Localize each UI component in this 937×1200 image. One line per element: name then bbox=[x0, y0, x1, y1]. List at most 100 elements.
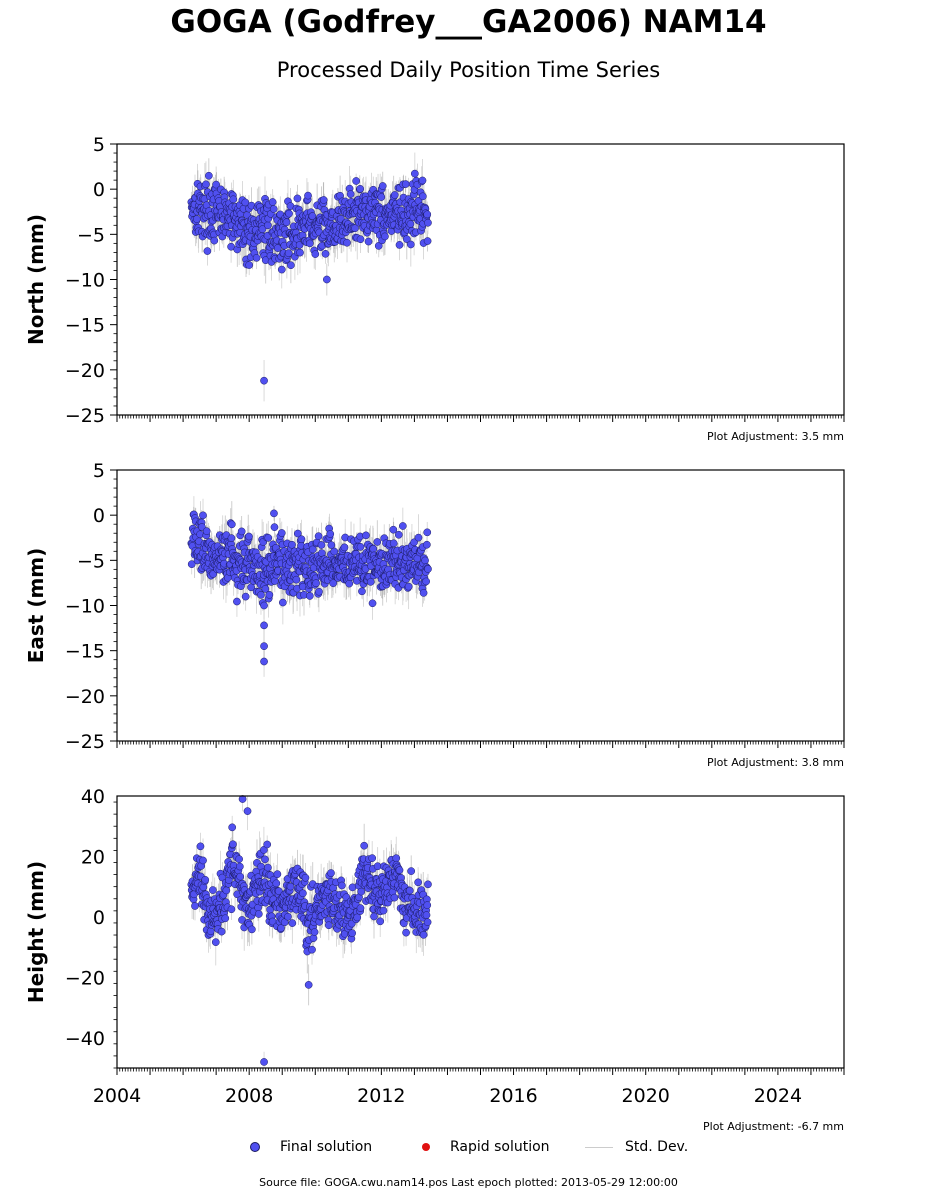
final-solution-point bbox=[261, 855, 269, 864]
final-solution-point bbox=[260, 621, 268, 630]
final-solution-point bbox=[353, 913, 362, 922]
final-solution-point bbox=[211, 938, 220, 947]
y-axis-label: North (mm) bbox=[24, 214, 48, 345]
final-solution-point bbox=[377, 193, 386, 201]
final-solution-point bbox=[381, 232, 389, 241]
final-solution-point bbox=[423, 918, 432, 927]
final-solution-point bbox=[369, 545, 378, 553]
final-solution-point bbox=[343, 238, 351, 247]
final-solution-point bbox=[366, 578, 375, 586]
final-solution-point bbox=[324, 921, 333, 930]
final-solution-point bbox=[406, 240, 415, 249]
final-solution-point bbox=[263, 840, 272, 849]
final-solution-point bbox=[235, 855, 243, 863]
legend-label-std: Std. Dev. bbox=[625, 1139, 689, 1155]
final-solution-point bbox=[227, 520, 236, 529]
final-solution-point bbox=[308, 945, 316, 954]
y-axis-label: Height (mm) bbox=[24, 861, 48, 1003]
plot-adjustment-label: Plot Adjustment: 3.8 mm bbox=[707, 756, 844, 769]
final-solution-point bbox=[314, 532, 323, 541]
final-solution-point bbox=[288, 919, 297, 927]
plot-adjustment-label: Plot Adjustment: -6.7 mm bbox=[703, 1120, 844, 1133]
final-solution-point bbox=[424, 218, 432, 227]
data-points-3 bbox=[187, 795, 432, 1066]
y-tick-label: 5 bbox=[93, 460, 105, 482]
source-note: Source file: GOGA.cwu.nam14.pos Last epo… bbox=[259, 1176, 678, 1189]
y-tick-label: 0 bbox=[93, 505, 105, 527]
final-solution-point bbox=[423, 210, 432, 219]
final-solution-point bbox=[305, 239, 314, 248]
final-solution-point bbox=[392, 854, 401, 863]
final-solution-point bbox=[222, 886, 231, 895]
final-solution-point bbox=[277, 265, 286, 274]
final-solution-point bbox=[284, 249, 293, 258]
final-solution-point bbox=[402, 235, 411, 243]
final-solution-point bbox=[206, 927, 215, 936]
final-solution-point bbox=[277, 529, 286, 537]
final-solution-point bbox=[260, 657, 268, 666]
final-solution-point bbox=[419, 192, 427, 201]
y-tick-label: −20 bbox=[65, 967, 105, 989]
y-tick-label: 0 bbox=[93, 179, 105, 201]
plot-frame-2 bbox=[116, 469, 845, 742]
final-solution-point bbox=[279, 598, 287, 607]
final-solution-point bbox=[340, 543, 349, 552]
final-solution-point bbox=[264, 863, 272, 872]
y-tick-label: −20 bbox=[65, 686, 105, 708]
final-solution-point bbox=[273, 870, 282, 878]
final-solution-point bbox=[345, 579, 354, 588]
final-solution-point bbox=[257, 591, 265, 599]
final-solution-point bbox=[270, 523, 279, 532]
final-solution-point bbox=[395, 241, 404, 249]
final-solution-point bbox=[199, 511, 207, 520]
legend-label-final: Final solution bbox=[280, 1139, 373, 1155]
final-solution-point bbox=[379, 906, 388, 915]
final-solution-point bbox=[196, 842, 205, 851]
final-solution-point bbox=[410, 538, 418, 547]
final-solution-point bbox=[368, 599, 377, 608]
y-tick-label: −25 bbox=[65, 405, 105, 427]
final-solution-point bbox=[248, 925, 256, 934]
final-solution-point bbox=[304, 981, 313, 989]
final-solution-point bbox=[260, 642, 268, 651]
final-solution-point bbox=[229, 840, 237, 849]
chart-subtitle: Processed Daily Position Time Series bbox=[276, 58, 661, 82]
final-solution-point bbox=[419, 930, 428, 939]
final-solution-point bbox=[326, 530, 335, 538]
panel-2: 5 0 −5 −10 −15 −20 −25 East (mm) Plot Adjustment… bbox=[24, 460, 845, 769]
final-solution-point bbox=[358, 587, 366, 596]
final-solution-point bbox=[356, 184, 364, 193]
final-solution-point bbox=[229, 195, 238, 204]
final-solution-point bbox=[360, 841, 369, 850]
plot-frame-1 bbox=[116, 143, 845, 416]
final-solution-point bbox=[406, 220, 415, 228]
final-solution-point bbox=[260, 1058, 268, 1066]
final-solution-point bbox=[405, 886, 414, 895]
final-solution-point bbox=[424, 565, 432, 573]
final-solution-point bbox=[203, 247, 212, 255]
final-solution-point bbox=[308, 212, 317, 220]
chart-title: GOGA (Godfrey___GA2006) NAM14 bbox=[170, 4, 767, 40]
final-solution-point bbox=[236, 872, 245, 881]
x-tick-label: 2016 bbox=[489, 1085, 537, 1107]
x-tick-label: 2020 bbox=[622, 1085, 670, 1107]
final-solution-point bbox=[330, 547, 339, 556]
final-solution-point bbox=[364, 237, 373, 246]
y-tick-label: −5 bbox=[77, 550, 105, 572]
final-solution-point bbox=[402, 928, 410, 937]
y-tick-label: −5 bbox=[77, 224, 105, 246]
y-tick-label: −10 bbox=[65, 270, 105, 292]
final-solution-point bbox=[254, 910, 263, 918]
final-solution-point bbox=[373, 538, 382, 546]
final-solution-point bbox=[287, 261, 295, 270]
final-solution-point bbox=[389, 539, 398, 548]
final-solution-point bbox=[410, 169, 419, 178]
final-solution-point bbox=[368, 854, 377, 862]
final-solution-point bbox=[322, 275, 331, 284]
final-solution-point bbox=[356, 543, 365, 551]
final-solution-point bbox=[394, 530, 403, 539]
final-solution-point bbox=[390, 191, 399, 199]
final-solution-point bbox=[228, 823, 237, 832]
final-solution-point bbox=[414, 878, 422, 887]
y-tick-label: −15 bbox=[65, 315, 105, 337]
